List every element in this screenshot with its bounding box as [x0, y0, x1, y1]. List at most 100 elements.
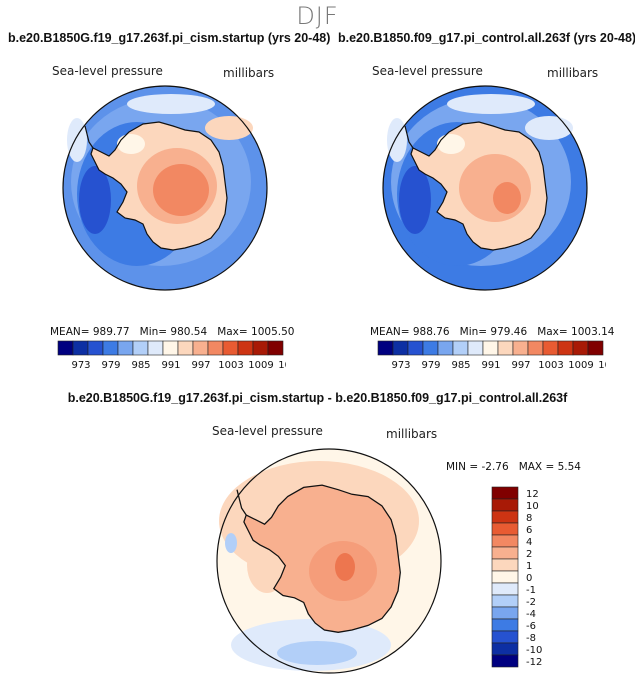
colorbar-swatch [482, 340, 499, 356]
colorbar-swatch [491, 618, 519, 632]
colorbar-swatch [491, 534, 519, 548]
colorbar-tick-label: -8 [526, 633, 536, 644]
ridge-band-east [525, 116, 573, 140]
colorbar-tick-label: 12 [526, 489, 539, 500]
ridge-band [447, 94, 535, 114]
colorbar-tick-label: 997 [511, 360, 530, 371]
min-value: 980.54 [170, 326, 208, 338]
map-border [62, 85, 268, 291]
units-label: millibars [386, 427, 438, 441]
colorbar-tick-label: 1009 [568, 360, 593, 371]
colorbar-tick-label: 985 [451, 360, 470, 371]
max-value: 1003.14 [571, 326, 615, 338]
low-pressure-core [399, 166, 431, 234]
mean-value: 989.77 [92, 326, 130, 338]
colorbar-swatch [162, 340, 179, 356]
colorbar-swatch [252, 340, 269, 356]
difference-map [216, 448, 442, 674]
colorbar-tick-label: 973 [71, 360, 90, 371]
colorbar-swatch [267, 340, 284, 356]
colorbar-swatch [452, 340, 469, 356]
colorbar-swatch [491, 606, 519, 620]
variable-label: Sea-level pressure [52, 64, 163, 78]
colorbar-swatch [177, 340, 194, 356]
colorbar-tick-label: 985 [131, 360, 150, 371]
colorbar-swatch [491, 654, 519, 668]
units-label: millibars [547, 66, 599, 80]
colorbar-swatch [491, 594, 519, 608]
colorbar-swatch [491, 546, 519, 560]
colorbar-tick-label: 1003 [538, 360, 563, 371]
colorbar-swatch [491, 498, 519, 512]
colorbar-swatch [57, 340, 74, 356]
units-label: millibars [223, 66, 275, 80]
ridge-band [127, 94, 215, 114]
colorbar-swatch [512, 340, 529, 356]
colorbar-tick-label: 991 [161, 360, 180, 371]
colorbar-tick-label: 991 [481, 360, 500, 371]
map-stats: MEAN= 989.77 Min= 980.54 Max= 1005.50 [50, 326, 295, 338]
colorbar-tick-label: 0 [526, 573, 532, 584]
colorbar-swatch [407, 340, 424, 356]
colorbar-swatch [422, 340, 439, 356]
min-value: -2.76 [481, 461, 509, 473]
colorbar-tick-label: 4 [526, 537, 532, 548]
min-value: 979.46 [490, 326, 528, 338]
colorbar-swatch [147, 340, 164, 356]
coastal-negative [225, 533, 237, 553]
colorbar-swatch [222, 340, 239, 356]
colorbar-swatch [491, 486, 519, 500]
polar-map [382, 85, 588, 291]
coastal-field [117, 134, 145, 154]
colorbar-swatch [132, 340, 149, 356]
colorbar-swatch [527, 340, 544, 356]
colorbar-swatch [207, 340, 224, 356]
colorbar-swatch [392, 340, 409, 356]
max-value: 1005.50 [251, 326, 295, 338]
colorbar-tick-label: -2 [526, 597, 536, 608]
negative-anomaly-core [277, 641, 357, 665]
colorbar-swatch [377, 340, 394, 356]
polar-map [62, 85, 268, 291]
colorbar-swatch [491, 630, 519, 644]
colorbar-swatch [572, 340, 589, 356]
diff-title: b.e20.B1850G.f19_g17.263f.pi_cism.startu… [67, 391, 568, 405]
colorbar-tick-label: 6 [526, 525, 532, 536]
variable-label: Sea-level pressure [212, 424, 323, 438]
ridge-band-west [67, 118, 87, 162]
colorbar-swatch [491, 558, 519, 572]
colorbar-swatch [491, 570, 519, 584]
colorbar-swatch [467, 340, 484, 356]
colorbar-tick-label: 1009 [248, 360, 273, 371]
colorbar-swatch [491, 522, 519, 536]
colorbar-swatch [587, 340, 604, 356]
panel-title: b.e20.B1850.f09_g17.pi_control.all.263f … [338, 31, 635, 45]
colorbar-swatch [87, 340, 104, 356]
colorbar-swatch [557, 340, 574, 356]
colorbar-swatch [437, 340, 454, 356]
ridge-band-warm [205, 116, 253, 140]
colorbar-swatch [491, 642, 519, 656]
colorbar: 973 979 985 991 997 1003 1009 1015 [377, 340, 606, 371]
colorbar-tick-label: 1003 [218, 360, 243, 371]
colorbar-swatch [491, 510, 519, 524]
colorbar-tick-label: 973 [391, 360, 410, 371]
panel-title: b.e20.B1850G.f19_g17.263f.pi_cism.startu… [8, 31, 331, 45]
colorbar-tick-label: 10 [526, 501, 539, 512]
colorbar: 973 979 985 991 997 1003 1009 1015 [57, 340, 286, 371]
colorbar-swatch [102, 340, 119, 356]
variable-label: Sea-level pressure [372, 64, 483, 78]
colorbar-swatch [117, 340, 134, 356]
season-title: DJF [296, 2, 339, 30]
mean-value: 988.76 [412, 326, 450, 338]
colorbar-swatch [237, 340, 254, 356]
colorbar-swatch [72, 340, 89, 356]
diff-stats: MIN = -2.76 MAX = 5.54 [446, 461, 581, 473]
map-border [382, 85, 588, 291]
map-stats: MEAN= 988.76 Min= 979.46 Max= 1003.14 [370, 326, 615, 338]
coastal-field [437, 134, 465, 154]
colorbar-tick-label: -6 [526, 621, 536, 632]
colorbar-tick-label: -12 [526, 657, 542, 668]
colorbar-tick-label: -1 [526, 585, 536, 596]
